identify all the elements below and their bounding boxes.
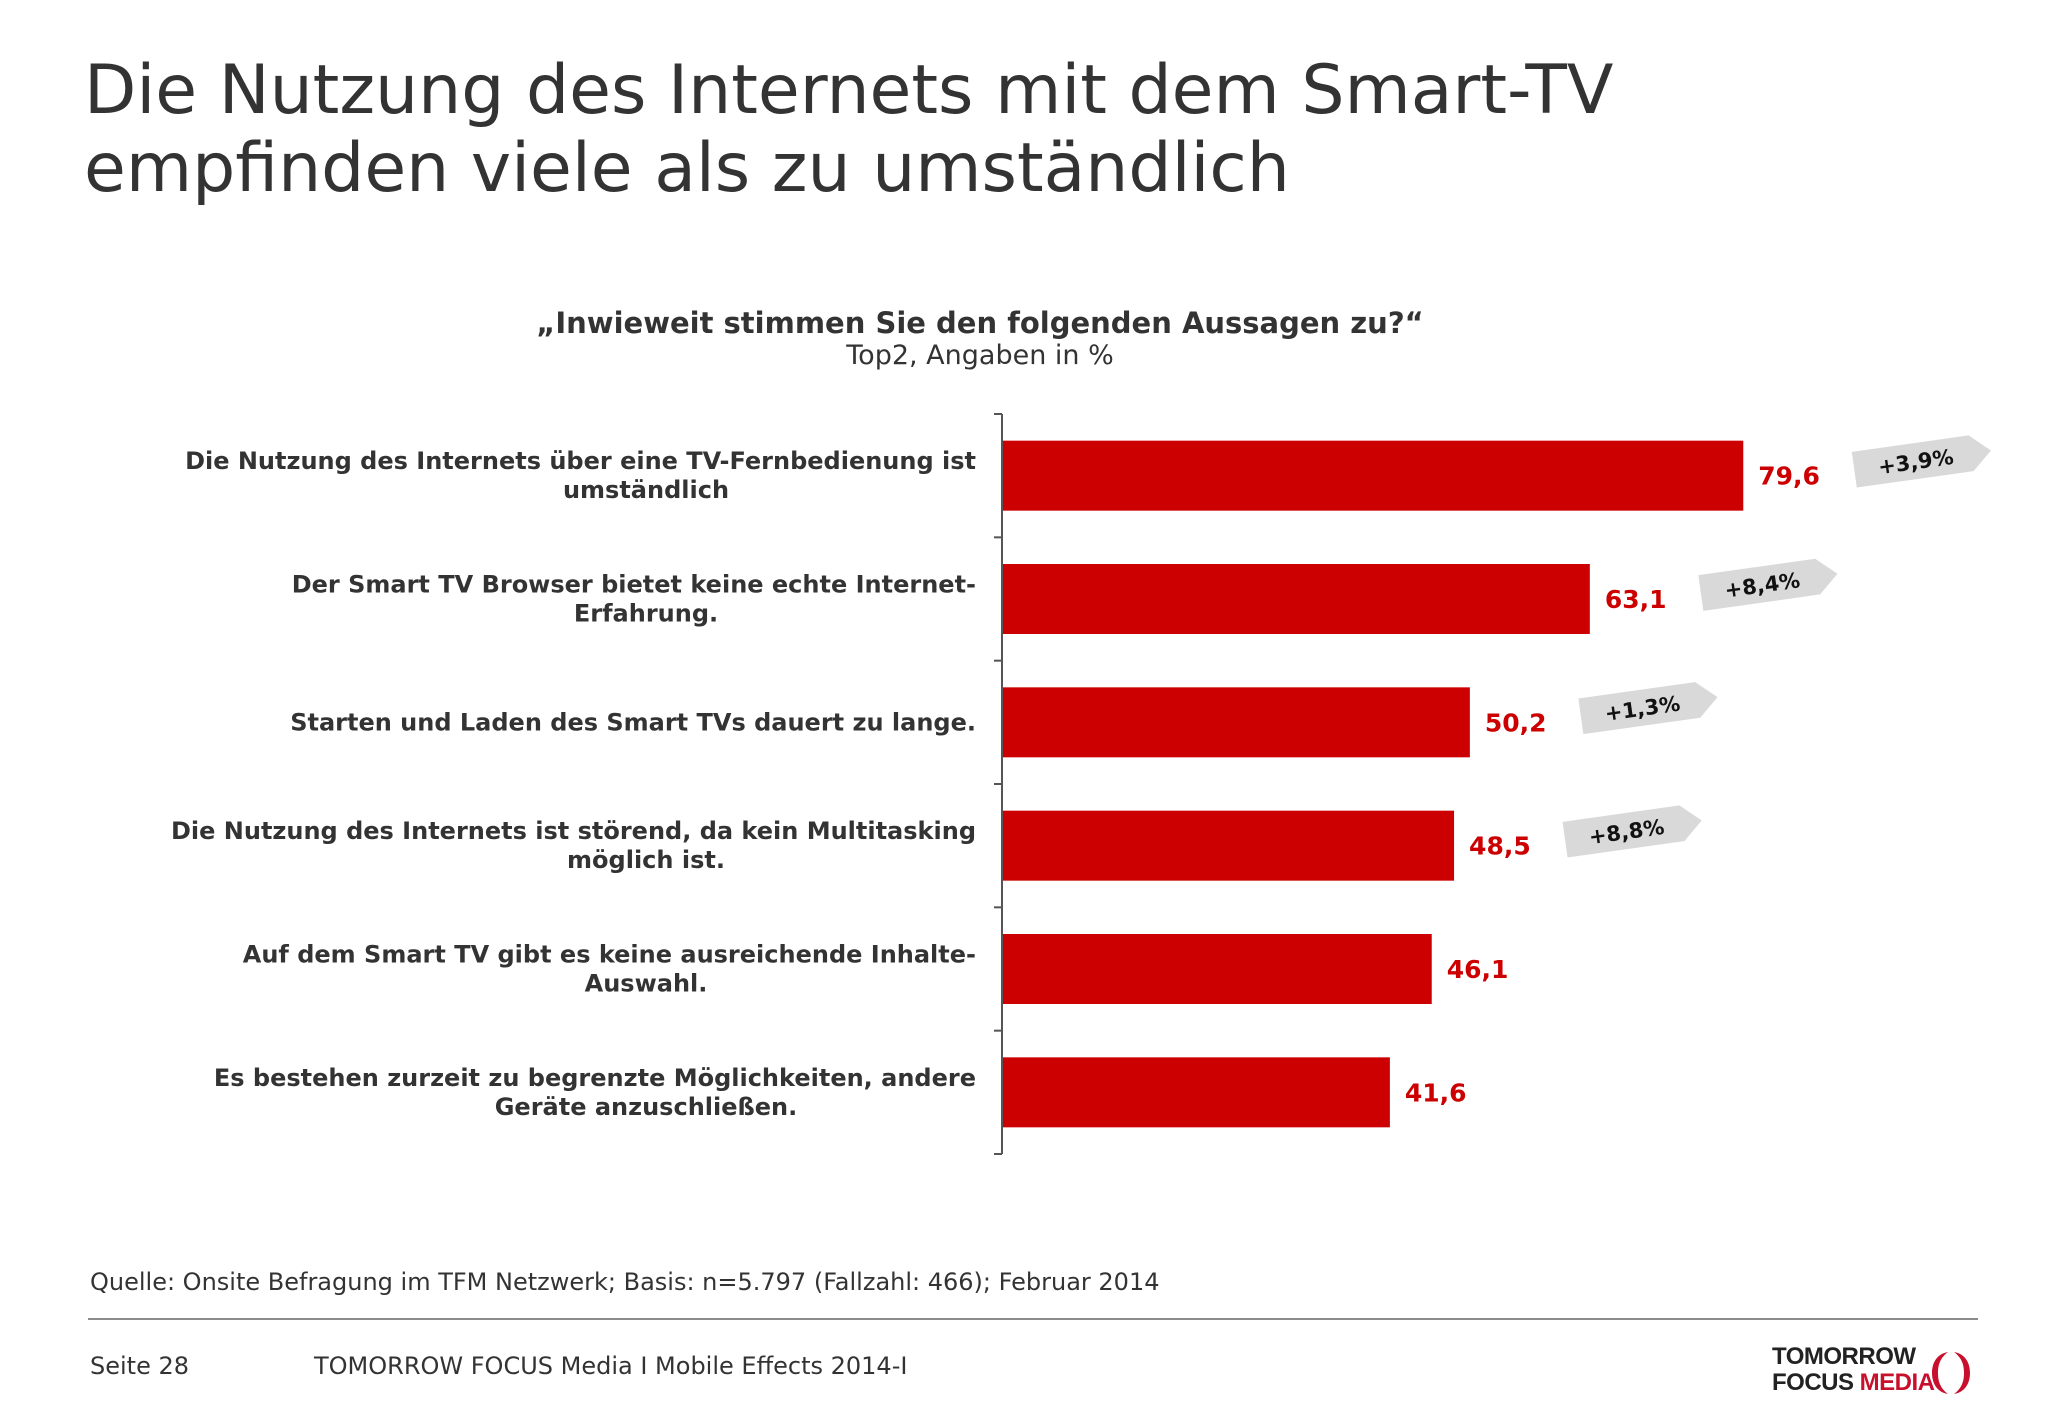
logo-mark-icon xyxy=(1932,1352,1970,1394)
footer-divider xyxy=(88,1318,1978,1320)
change-tag-2: +8,4% xyxy=(1698,558,1838,611)
footer-publication: TOMORROW FOCUS Media I Mobile Effects 20… xyxy=(314,1352,908,1380)
source-note: Quelle: Onsite Befragung im TFM Netzwerk… xyxy=(90,1268,1160,1296)
change-tag-shape-2 xyxy=(1698,558,1838,611)
bar-1 xyxy=(1003,440,1744,511)
change-tag-shape-4 xyxy=(1562,805,1702,858)
change-tag-shape-1 xyxy=(1851,435,1991,488)
value-label-3: 50,2 xyxy=(1485,708,1547,737)
chart-subtitle: Top2, Angaben in % xyxy=(846,340,1114,371)
category-label-6-line-2: Geräte anzuschließen. xyxy=(495,1093,798,1121)
change-tag-shape-3 xyxy=(1578,682,1718,735)
value-label-5: 46,1 xyxy=(1447,955,1509,984)
logo-text-line1: TOMORROW xyxy=(1772,1343,1916,1370)
category-label-2-line-1: Der Smart TV Browser bietet keine echte … xyxy=(292,571,976,599)
chart-question: „Inwieweit stimmen Sie den folgenden Aus… xyxy=(536,306,1424,340)
change-tag-1: +3,9% xyxy=(1851,435,1991,488)
bar-5 xyxy=(1003,934,1432,1004)
change-tag-3: +1,3% xyxy=(1578,682,1718,735)
bar-6 xyxy=(1003,1057,1390,1128)
value-label-4: 48,5 xyxy=(1469,832,1531,861)
value-label-1: 79,6 xyxy=(1758,462,1820,491)
category-label-1-line-2: umständlich xyxy=(563,476,729,504)
category-label-4-line-2: möglich ist. xyxy=(567,846,725,874)
category-label-5-line-1: Auf dem Smart TV gibt es keine ausreiche… xyxy=(243,941,976,969)
category-label-3-line-1: Starten und Laden des Smart TVs dauert z… xyxy=(290,708,976,736)
value-label-2: 63,1 xyxy=(1605,585,1667,614)
category-label-4-line-1: Die Nutzung des Internets ist störend, d… xyxy=(171,817,976,845)
change-tag-4: +8,8% xyxy=(1562,805,1702,858)
logo-text-line2: FOCUS MEDIA xyxy=(1772,1370,1935,1396)
page-number: Seite 28 xyxy=(90,1352,190,1380)
company-logo: TOMORROW FOCUS MEDIA xyxy=(1772,1344,1982,1402)
bar-2 xyxy=(1003,564,1590,634)
page-title: Die Nutzung des Internets mit dem Smart-… xyxy=(84,51,1614,208)
bar-4 xyxy=(1003,810,1455,881)
logo-text-media: MEDIA xyxy=(1859,1369,1935,1396)
logo-text-focus: FOCUS xyxy=(1772,1369,1854,1396)
bar-3 xyxy=(1003,687,1470,758)
category-label-2-line-2: Erfahrung. xyxy=(574,600,718,628)
category-label-1-line-1: Die Nutzung des Internets über eine TV-F… xyxy=(185,447,976,475)
category-label-6-line-1: Es bestehen zurzeit zu begrenzte Möglich… xyxy=(214,1064,976,1092)
value-label-6: 41,6 xyxy=(1405,1078,1467,1107)
category-label-5-line-2: Auswahl. xyxy=(585,970,708,998)
